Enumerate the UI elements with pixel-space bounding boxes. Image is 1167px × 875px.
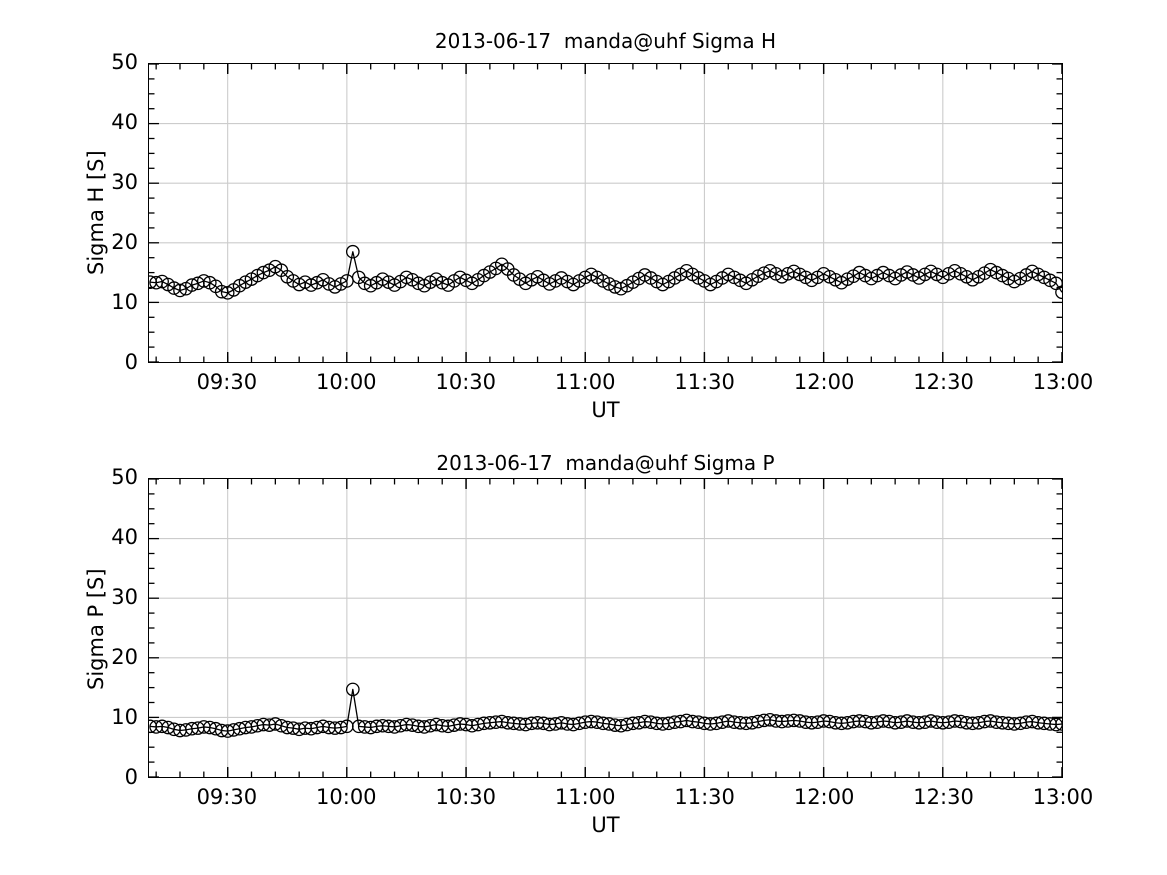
plot-inner-sigma-p <box>149 479 1062 777</box>
chart-canvas-sigma-p <box>149 479 1062 777</box>
plot-inner-sigma-h <box>149 64 1062 362</box>
x-tick-label: 12:30 <box>913 785 974 809</box>
x-tick-label: 12:00 <box>793 785 855 809</box>
x-tick-label: 12:00 <box>793 370 855 394</box>
y-tick-label: 30 <box>111 585 138 609</box>
y-tick-label: 50 <box>111 465 138 489</box>
panel-title-sigma-h: 2013-06-17 manda@uhf Sigma H <box>434 29 777 53</box>
x-axis-label-sigma-h: UT <box>591 398 620 422</box>
x-tick-label: 10:00 <box>316 370 377 394</box>
x-tick-label: 09:30 <box>196 785 258 809</box>
x-tick-label: 10:00 <box>316 785 377 809</box>
x-tick-label: 11:30 <box>674 785 735 809</box>
x-tick-label: 11:30 <box>674 370 735 394</box>
y-tick-labels-sigma-p: 50 40 30 20 10 0 <box>80 467 138 788</box>
plot-area-sigma-h <box>148 63 1063 363</box>
x-tick-label: 10:30 <box>435 785 496 809</box>
panel-sigma-h: 2013-06-17 manda@uhf Sigma H Sigma H [S]… <box>0 0 1167 437</box>
x-tick-label: 10:30 <box>435 370 496 394</box>
y-tick-label: 20 <box>111 230 138 254</box>
y-tick-label: 40 <box>111 110 138 134</box>
y-tick-label: 20 <box>111 645 138 669</box>
chart-canvas-sigma-h <box>149 64 1062 362</box>
x-tick-label: 13:00 <box>1032 370 1094 394</box>
x-axis-label-sigma-p: UT <box>591 813 620 837</box>
x-tick-labels-sigma-p: 09:30 10:00 10:30 11:00 11:30 12:00 12:3… <box>148 785 1094 815</box>
x-tick-label: 09:30 <box>196 370 258 394</box>
y-tick-label: 50 <box>111 50 138 74</box>
y-tick-label: 40 <box>111 525 138 549</box>
y-tick-label: 30 <box>111 170 138 194</box>
y-tick-label: 10 <box>111 290 138 314</box>
y-tick-label: 0 <box>124 350 138 374</box>
x-tick-label: 11:00 <box>554 370 616 394</box>
panel-sigma-p: 2013-06-17 manda@uhf Sigma P Sigma P [S]… <box>0 422 1167 875</box>
x-tick-labels-sigma-h: 09:30 10:00 10:30 11:00 11:30 12:00 12:3… <box>148 370 1094 400</box>
y-tick-label: 0 <box>124 765 138 789</box>
y-tick-labels-sigma-h: 50 40 30 20 10 0 <box>80 52 138 373</box>
x-tick-label: 11:00 <box>554 785 616 809</box>
y-tick-label: 10 <box>111 705 138 729</box>
x-tick-label: 12:30 <box>913 370 974 394</box>
x-tick-label: 13:00 <box>1032 785 1094 809</box>
panel-title-sigma-p: 2013-06-17 manda@uhf Sigma P <box>436 451 775 475</box>
plot-area-sigma-p <box>148 478 1063 778</box>
